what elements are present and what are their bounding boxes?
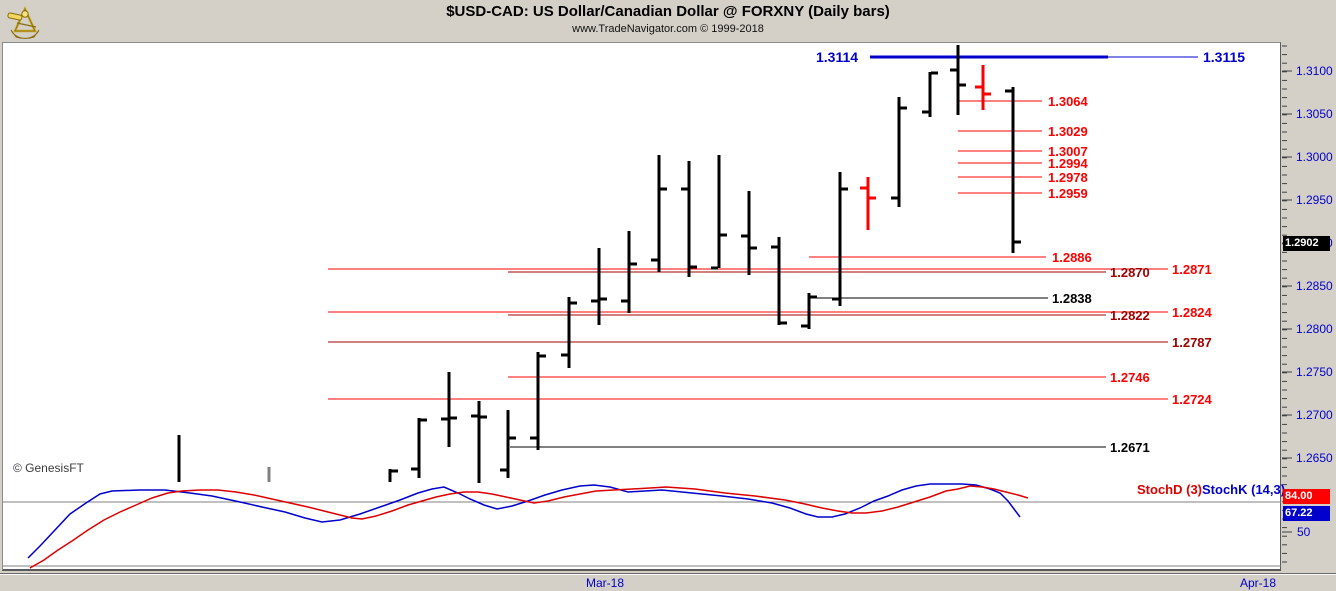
- y-axis-label: 1.3000: [1296, 150, 1333, 164]
- stoch-d-curve: [29, 485, 1029, 569]
- chart-subtitle: www.TradeNavigator.com © 1999-2018: [572, 23, 764, 35]
- price-level-label: 1.2824: [1172, 305, 1213, 320]
- price-axis[interactable]: [1282, 42, 1336, 573]
- y-axis-label: 1.3100: [1296, 64, 1333, 78]
- stoch-k-value-box: 67.22: [1283, 506, 1330, 521]
- y-axis-label: 1.2850: [1296, 279, 1333, 293]
- price-level-label: 1.2886: [1052, 250, 1092, 265]
- price-level-label: 1.3064: [1048, 94, 1089, 109]
- resistance-label-left: 1.3114: [816, 49, 859, 65]
- y-axis-label: 1.2700: [1296, 408, 1333, 422]
- genesis-watermark: © GenesisFT: [13, 461, 84, 475]
- chart-title: $USD-CAD: US Dollar/Canadian Dollar @ FO…: [446, 3, 890, 20]
- y-axis-label: 1.2650: [1296, 451, 1333, 465]
- y-axis-label: 1.2950: [1296, 193, 1333, 207]
- price-level-label: 1.2822: [1110, 308, 1150, 323]
- price-level-label: 1.2671: [1110, 440, 1150, 455]
- stoch-k-legend[interactable]: StochK (14,3): [1202, 482, 1286, 497]
- y-axis-label: 1.2750: [1296, 365, 1333, 379]
- price-level-label: 1.2959: [1048, 186, 1088, 201]
- stoch-50-label: 50: [1297, 525, 1311, 539]
- price-level-label: 1.3007: [1048, 144, 1088, 159]
- chart-panel: [2, 42, 1281, 571]
- date-label-apr: Apr-18: [1239, 576, 1277, 590]
- price-level-label: 1.3029: [1048, 124, 1088, 139]
- current-price-box: 1.2902: [1283, 236, 1330, 251]
- price-level-label: 1.2870: [1110, 265, 1150, 280]
- price-level-label: 1.2746: [1110, 370, 1150, 385]
- date-axis[interactable]: [0, 573, 1336, 591]
- stoch-d-value-box: 84.00: [1283, 489, 1330, 504]
- price-level-label: 1.2787: [1172, 335, 1212, 350]
- price-level-label: 1.2978: [1048, 170, 1088, 185]
- y-axis-label: 1.2800: [1296, 322, 1333, 336]
- stoch-k-curve: [27, 483, 1021, 559]
- sextant-icon: [7, 6, 40, 39]
- stoch-d-legend[interactable]: StochD (3): [1137, 482, 1202, 497]
- price-level-label: 1.2994: [1048, 156, 1089, 171]
- price-level-label: 1.2724: [1172, 392, 1213, 407]
- resistance-label-right: 1.3115: [1203, 49, 1246, 65]
- header: $USD-CAD: US Dollar/Canadian Dollar @ FO…: [0, 0, 1336, 43]
- price-level-label: 1.2871: [1172, 262, 1212, 277]
- price-level-label: 1.2838: [1052, 291, 1092, 306]
- date-label-mar: Mar-18: [585, 576, 624, 590]
- y-axis-label: 1.3050: [1296, 107, 1333, 121]
